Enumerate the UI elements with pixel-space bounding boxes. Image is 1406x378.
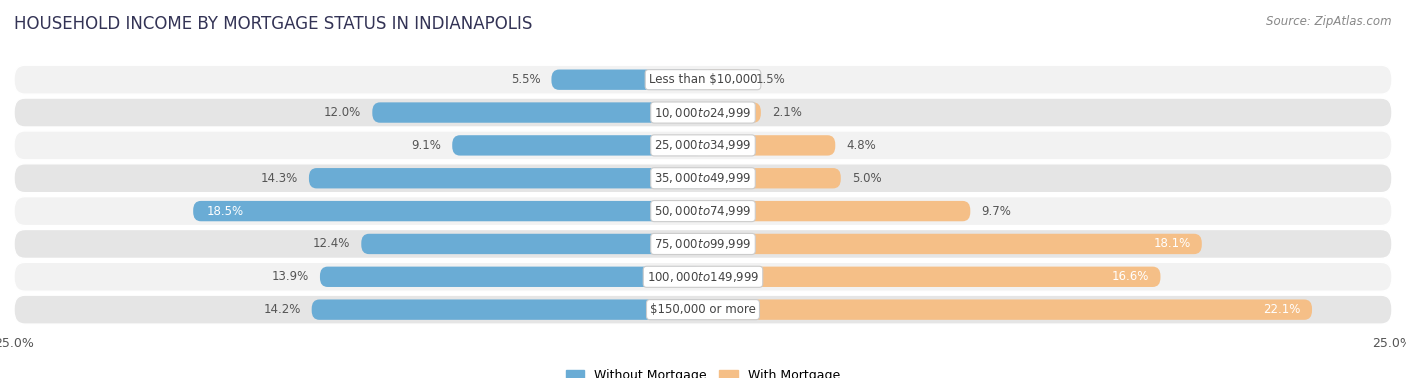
FancyBboxPatch shape	[14, 131, 1392, 160]
Text: $50,000 to $74,999: $50,000 to $74,999	[654, 204, 752, 218]
Text: 14.2%: 14.2%	[263, 303, 301, 316]
Text: Source: ZipAtlas.com: Source: ZipAtlas.com	[1267, 15, 1392, 28]
FancyBboxPatch shape	[703, 266, 1160, 287]
Text: 5.0%: 5.0%	[852, 172, 882, 185]
FancyBboxPatch shape	[703, 299, 1312, 320]
Text: HOUSEHOLD INCOME BY MORTGAGE STATUS IN INDIANAPOLIS: HOUSEHOLD INCOME BY MORTGAGE STATUS IN I…	[14, 15, 533, 33]
FancyBboxPatch shape	[309, 168, 703, 188]
Text: 4.8%: 4.8%	[846, 139, 876, 152]
FancyBboxPatch shape	[703, 201, 970, 221]
Text: 5.5%: 5.5%	[510, 73, 540, 86]
Text: 18.1%: 18.1%	[1153, 237, 1191, 251]
FancyBboxPatch shape	[312, 299, 703, 320]
FancyBboxPatch shape	[14, 98, 1392, 127]
Text: 9.1%: 9.1%	[412, 139, 441, 152]
FancyBboxPatch shape	[14, 295, 1392, 324]
FancyBboxPatch shape	[373, 102, 703, 123]
FancyBboxPatch shape	[551, 70, 703, 90]
Text: 22.1%: 22.1%	[1264, 303, 1301, 316]
Text: 18.5%: 18.5%	[207, 204, 245, 218]
Text: 12.0%: 12.0%	[323, 106, 361, 119]
FancyBboxPatch shape	[703, 135, 835, 156]
Text: 1.5%: 1.5%	[755, 73, 785, 86]
Text: $150,000 or more: $150,000 or more	[650, 303, 756, 316]
Legend: Without Mortgage, With Mortgage: Without Mortgage, With Mortgage	[561, 364, 845, 378]
FancyBboxPatch shape	[703, 168, 841, 188]
FancyBboxPatch shape	[703, 102, 761, 123]
FancyBboxPatch shape	[703, 70, 744, 90]
Text: $75,000 to $99,999: $75,000 to $99,999	[654, 237, 752, 251]
FancyBboxPatch shape	[14, 164, 1392, 193]
FancyBboxPatch shape	[703, 234, 1202, 254]
FancyBboxPatch shape	[321, 266, 703, 287]
Text: $10,000 to $24,999: $10,000 to $24,999	[654, 105, 752, 119]
Text: 16.6%: 16.6%	[1112, 270, 1150, 283]
Text: Less than $10,000: Less than $10,000	[648, 73, 758, 86]
FancyBboxPatch shape	[14, 65, 1392, 94]
Text: $100,000 to $149,999: $100,000 to $149,999	[647, 270, 759, 284]
Text: 13.9%: 13.9%	[271, 270, 309, 283]
Text: $35,000 to $49,999: $35,000 to $49,999	[654, 171, 752, 185]
FancyBboxPatch shape	[193, 201, 703, 221]
Text: 14.3%: 14.3%	[260, 172, 298, 185]
Text: 9.7%: 9.7%	[981, 204, 1011, 218]
FancyBboxPatch shape	[14, 262, 1392, 291]
FancyBboxPatch shape	[14, 229, 1392, 259]
FancyBboxPatch shape	[453, 135, 703, 156]
Text: 12.4%: 12.4%	[314, 237, 350, 251]
Text: $25,000 to $34,999: $25,000 to $34,999	[654, 138, 752, 152]
FancyBboxPatch shape	[361, 234, 703, 254]
FancyBboxPatch shape	[14, 197, 1392, 226]
Text: 2.1%: 2.1%	[772, 106, 801, 119]
